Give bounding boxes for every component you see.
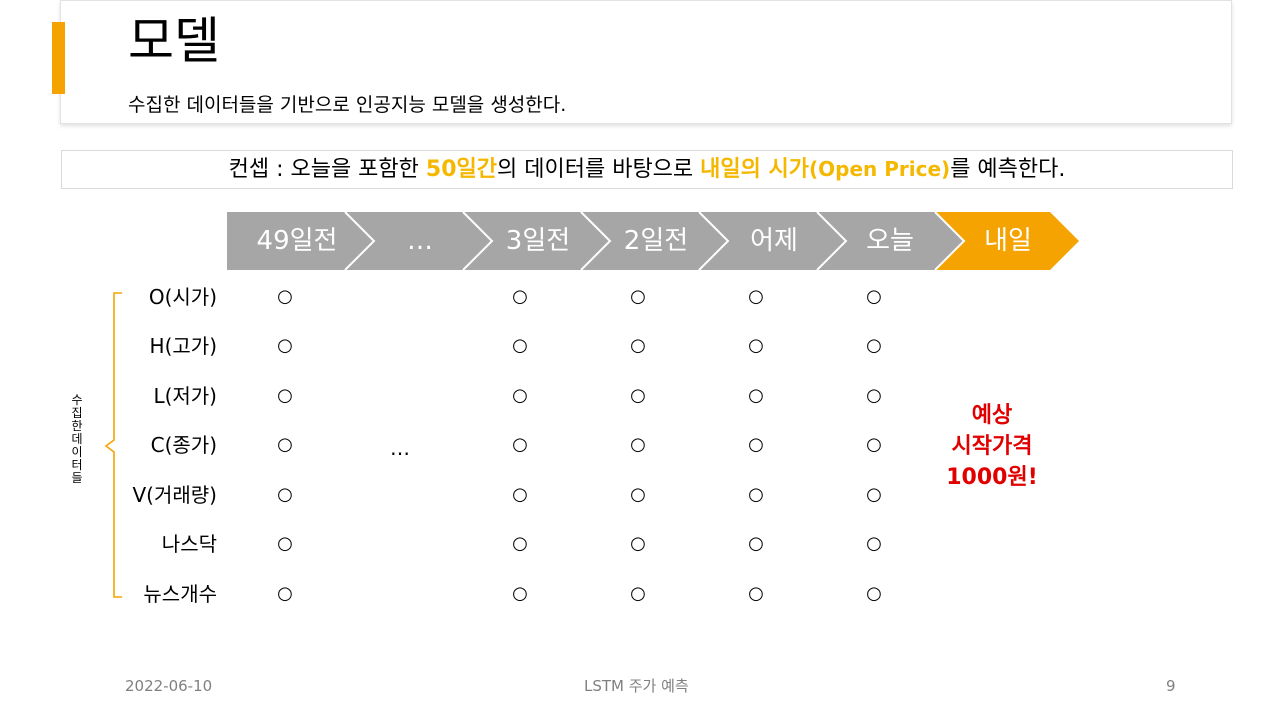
data-marker: ○ [630, 385, 646, 406]
concept-suffix: 를 예측한다. [950, 157, 1066, 182]
data-marker: ○ [630, 434, 646, 455]
data-marker: ○ [277, 286, 293, 307]
timeline-step-yesterday: 어제 [750, 226, 798, 256]
title-box [60, 0, 1232, 124]
footer-date: 2022-06-10 [125, 677, 213, 695]
data-marker: ○ [866, 385, 882, 406]
prediction-line-1: 예상 [971, 403, 1013, 428]
data-marker: ○ [277, 484, 293, 505]
concept-highlight-open-price: (Open Price) [809, 157, 951, 181]
data-marker: ○ [277, 335, 293, 356]
data-marker: ○ [512, 286, 528, 307]
data-marker: ○ [630, 335, 646, 356]
data-marker: ○ [630, 583, 646, 604]
data-marker: ○ [512, 434, 528, 455]
data-marker: ○ [866, 335, 882, 356]
data-marker: ○ [748, 286, 764, 307]
data-marker: ○ [277, 533, 293, 554]
timeline-step-3-days-ago: 3일전 [505, 226, 571, 256]
timeline-step-tomorrow: 내일 [984, 226, 1032, 256]
data-marker: ○ [866, 533, 882, 554]
row-label-volume: V(거래량) [132, 483, 218, 507]
data-marker: ○ [512, 484, 528, 505]
concept-box: 컨셉 : 오늘을 포함한 50일간의 데이터를 바탕으로 내일의 시가(Open… [61, 150, 1233, 189]
prediction-line-2: 시작가격 [951, 434, 1033, 459]
data-marker: ○ [866, 484, 882, 505]
row-label-high: H(고가) [149, 334, 217, 358]
concept-prefix: 컨셉 : 오늘을 포함한 [228, 157, 426, 182]
data-marker: ○ [748, 533, 764, 554]
concept-middle: 의 데이터를 바탕으로 [497, 157, 701, 182]
data-marker: ○ [866, 583, 882, 604]
concept-highlight-days: 50일간 [425, 157, 498, 182]
row-label-low: L(저가) [153, 384, 217, 408]
data-marker: ○ [748, 434, 764, 455]
data-marker: ○ [748, 385, 764, 406]
prediction-callout: 예상 시작가격 1000원! [930, 400, 1054, 493]
data-marker: ○ [748, 335, 764, 356]
prediction-line-3: 1000원! [946, 465, 1038, 490]
row-label-nasdaq: 나스닥 [161, 532, 217, 556]
row-label-news-count: 뉴스개수 [143, 582, 217, 606]
concept-highlight-target: 내일의 시가 [700, 157, 810, 182]
collected-data-label: 수집한 데이터들 [71, 393, 83, 485]
data-marker: ○ [748, 583, 764, 604]
row-label-open: O(시가) [148, 285, 217, 309]
data-marker: ○ [512, 533, 528, 554]
data-marker: ○ [748, 484, 764, 505]
row-label-close: C(종가) [150, 433, 217, 457]
data-marker: ○ [630, 484, 646, 505]
gap-ellipsis: … [390, 436, 410, 460]
data-marker: ○ [512, 583, 528, 604]
data-marker: ○ [277, 583, 293, 604]
slide-title: 모델 [128, 12, 220, 70]
data-marker: ○ [277, 385, 293, 406]
timeline-step-ellipsis: … [407, 226, 433, 256]
data-brace [104, 292, 122, 598]
data-marker: ○ [630, 533, 646, 554]
footer-page-number: 9 [1166, 677, 1176, 695]
slide-subtitle: 수집한 데이터들을 기반으로 인공지능 모델을 생성한다. [128, 94, 567, 116]
data-marker: ○ [277, 434, 293, 455]
timeline-step-49-days-ago: 49일전 [256, 226, 338, 256]
data-marker: ○ [512, 385, 528, 406]
data-marker: ○ [630, 286, 646, 307]
data-marker: ○ [866, 434, 882, 455]
data-marker: ○ [512, 335, 528, 356]
data-marker: ○ [866, 286, 882, 307]
timeline-step-today: 오늘 [866, 226, 914, 256]
timeline-step-2-days-ago: 2일전 [623, 226, 689, 256]
accent-bar [52, 22, 65, 94]
footer-title: LSTM 주가 예측 [584, 677, 689, 695]
